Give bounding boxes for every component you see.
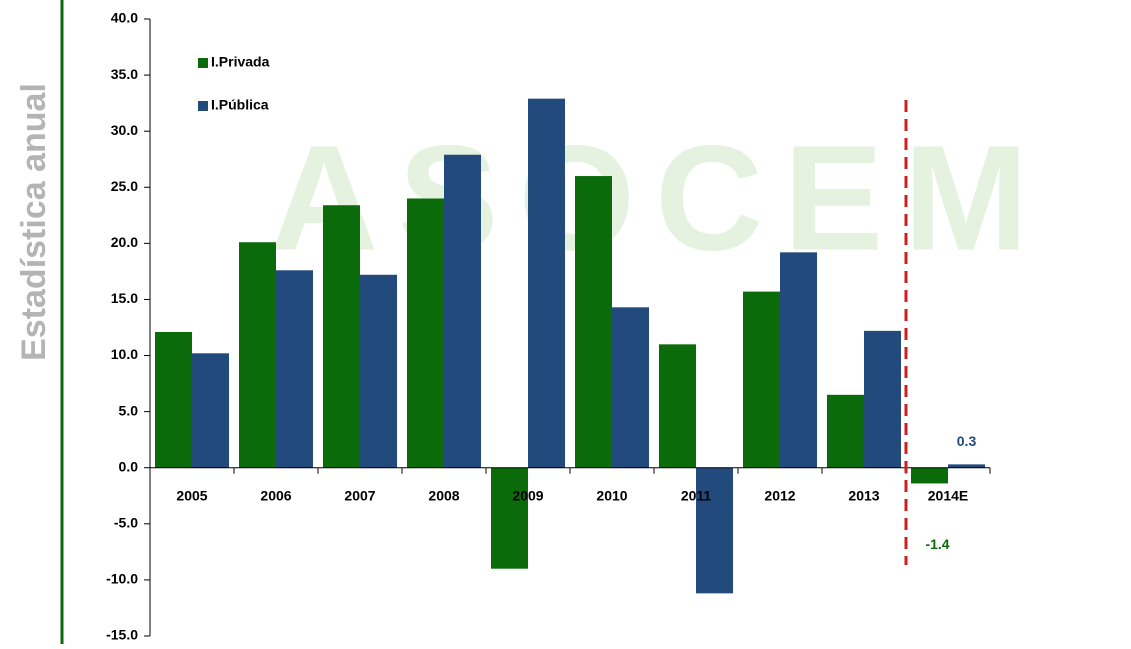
bar: [360, 274, 397, 468]
legend-label: I.Privada: [211, 54, 270, 70]
bar: [528, 98, 565, 468]
bar: [239, 242, 276, 468]
y-tick-label: -15.0: [106, 627, 138, 643]
x-tick-label: 2012: [764, 487, 795, 503]
data-label: -1.4: [925, 536, 949, 552]
y-tick-label: 35.0: [111, 66, 138, 82]
bar: [659, 344, 696, 468]
bar: [491, 467, 528, 569]
bar: [864, 330, 901, 468]
side-title: Estadística anual: [15, 83, 53, 361]
y-tick-label: -10.0: [106, 571, 138, 587]
watermark: ASOCEM: [270, 114, 1048, 282]
bar: [155, 331, 192, 468]
bar: [575, 176, 612, 468]
x-tick-label: 2008: [428, 487, 459, 503]
x-tick-label: 2014E: [928, 487, 968, 503]
y-tick-label: 20.0: [111, 234, 138, 250]
bar: [407, 198, 444, 468]
bar: [444, 154, 481, 468]
legend-swatch: [198, 58, 208, 68]
x-tick-label: 2009: [512, 487, 543, 503]
x-tick-label: 2006: [260, 487, 291, 503]
bar: [323, 205, 360, 468]
y-tick-label: 10.0: [111, 346, 138, 362]
y-tick-label: 30.0: [111, 122, 138, 138]
x-tick-label: 2011: [681, 487, 712, 503]
x-tick-label: 2007: [344, 487, 375, 503]
bar: [612, 307, 649, 468]
y-tick-label: 5.0: [119, 402, 139, 418]
x-tick-label: 2005: [176, 487, 207, 503]
y-tick-label: 25.0: [111, 178, 138, 194]
bar: [696, 467, 733, 594]
x-tick-label: 2010: [596, 487, 627, 503]
y-tick-label: 15.0: [111, 290, 138, 306]
y-tick-label: -5.0: [114, 515, 138, 531]
y-tick-label: 0.0: [119, 458, 139, 474]
x-tick-label: 2013: [848, 487, 879, 503]
data-label: 0.3: [957, 433, 977, 449]
bar: [911, 467, 948, 484]
legend-label: I.Pública: [211, 97, 269, 113]
y-tick-label: 40.0: [111, 10, 138, 26]
bar: [827, 394, 864, 468]
bar: [780, 252, 817, 468]
bar: [276, 270, 313, 468]
bar: [948, 464, 985, 468]
legend-swatch: [198, 101, 208, 111]
bar: [743, 291, 780, 468]
bar: [192, 353, 229, 468]
